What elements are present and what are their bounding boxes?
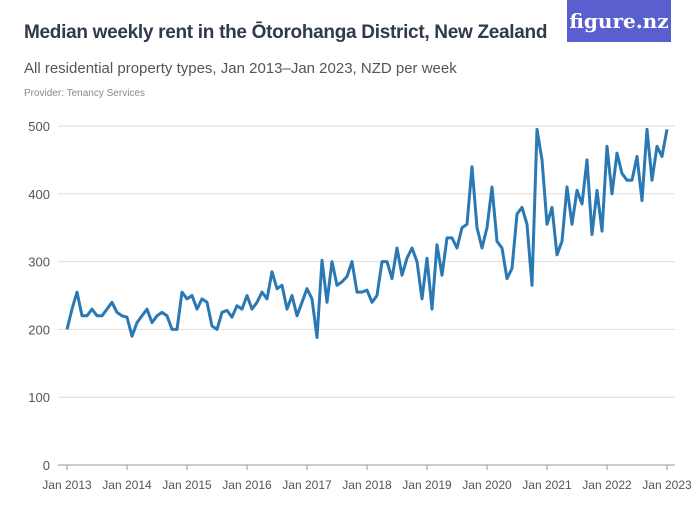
rent-series-line [65,127,669,339]
y-tick-label: 300 [28,255,50,270]
x-tick-label: Jan 2018 [342,478,392,492]
y-tick-label: 200 [28,322,50,337]
chart-title: Median weekly rent in the Ōtorohanga Dis… [24,22,548,43]
figure-nz-logo[interactable]: figure.nz [567,0,671,42]
x-tick-label: Jan 2013 [42,478,92,492]
x-tick-label: Jan 2021 [522,478,572,492]
x-tick-label: Jan 2019 [402,478,452,492]
y-tick-label: 500 [28,119,50,134]
y-tick-label: 100 [28,390,50,405]
x-tick-label: Jan 2020 [462,478,512,492]
x-tick-label: Jan 2017 [282,478,332,492]
x-tick-label: Jan 2016 [222,478,272,492]
provider-label: Provider: Tenancy Services [24,88,145,99]
y-tick-label: 400 [28,187,50,202]
x-tick-label: Jan 2014 [102,478,152,492]
x-tick-label: Jan 2015 [162,478,212,492]
x-tick-label: Jan 2022 [582,478,632,492]
y-tick-label: 0 [43,458,50,473]
chart-subtitle: All residential property types, Jan 2013… [24,60,457,77]
x-tick-label: Jan 2023 [642,478,692,492]
